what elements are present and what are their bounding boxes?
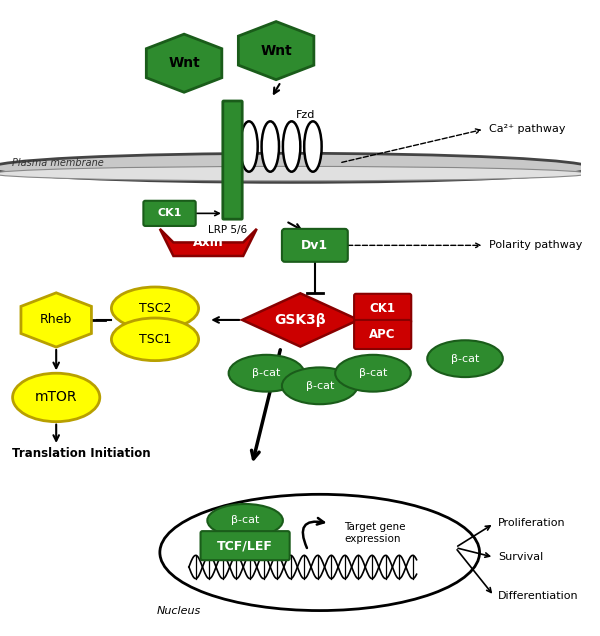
Text: β-cat: β-cat <box>231 515 259 525</box>
Text: Ca²⁺ pathway: Ca²⁺ pathway <box>489 124 566 134</box>
Ellipse shape <box>335 355 411 392</box>
FancyBboxPatch shape <box>200 531 290 560</box>
Polygon shape <box>238 22 314 80</box>
Text: mTOR: mTOR <box>35 391 77 404</box>
Text: Polarity pathway: Polarity pathway <box>489 240 583 251</box>
Text: β-cat: β-cat <box>451 354 479 364</box>
Ellipse shape <box>0 167 589 181</box>
Ellipse shape <box>240 121 257 172</box>
Text: CK1: CK1 <box>370 302 395 315</box>
Ellipse shape <box>112 287 199 329</box>
Text: GSK3β: GSK3β <box>275 313 326 327</box>
Text: Dv1: Dv1 <box>301 239 328 252</box>
Text: β-cat: β-cat <box>359 368 387 378</box>
Text: CK1: CK1 <box>157 209 182 218</box>
Ellipse shape <box>262 121 279 172</box>
Ellipse shape <box>112 318 199 361</box>
Text: Differentiation: Differentiation <box>498 591 578 601</box>
Text: β-cat: β-cat <box>252 368 281 378</box>
Text: TSC2: TSC2 <box>139 302 171 315</box>
Ellipse shape <box>208 504 283 537</box>
Text: β-cat: β-cat <box>305 381 334 391</box>
Text: Rheb: Rheb <box>40 314 73 326</box>
Ellipse shape <box>13 373 100 422</box>
Text: LRP 5/6: LRP 5/6 <box>208 225 247 235</box>
Polygon shape <box>242 293 358 347</box>
FancyBboxPatch shape <box>143 201 196 226</box>
Polygon shape <box>160 229 257 256</box>
Text: Wnt: Wnt <box>260 44 292 58</box>
FancyBboxPatch shape <box>282 229 348 262</box>
Polygon shape <box>21 293 91 347</box>
Text: Axin: Axin <box>193 236 224 249</box>
FancyBboxPatch shape <box>223 101 242 219</box>
Ellipse shape <box>160 494 479 611</box>
Ellipse shape <box>304 121 322 172</box>
Ellipse shape <box>229 355 304 392</box>
Text: APC: APC <box>370 328 396 341</box>
Text: Plasma membrane: Plasma membrane <box>11 158 103 168</box>
Ellipse shape <box>427 340 503 377</box>
Text: Fzd: Fzd <box>295 109 315 120</box>
FancyBboxPatch shape <box>354 320 411 349</box>
Text: Survival: Survival <box>498 552 543 562</box>
Ellipse shape <box>282 368 358 404</box>
Ellipse shape <box>0 153 591 183</box>
FancyBboxPatch shape <box>354 294 411 323</box>
Text: TSC1: TSC1 <box>139 333 171 346</box>
Text: TCF/LEF: TCF/LEF <box>217 539 273 552</box>
Text: Translation Initiation: Translation Initiation <box>11 447 150 460</box>
Polygon shape <box>146 34 222 92</box>
Text: Target gene
expression: Target gene expression <box>344 522 406 544</box>
Text: Nucleus: Nucleus <box>157 605 202 616</box>
Text: Proliferation: Proliferation <box>498 518 566 529</box>
Text: Wnt: Wnt <box>168 56 200 70</box>
Ellipse shape <box>283 121 301 172</box>
